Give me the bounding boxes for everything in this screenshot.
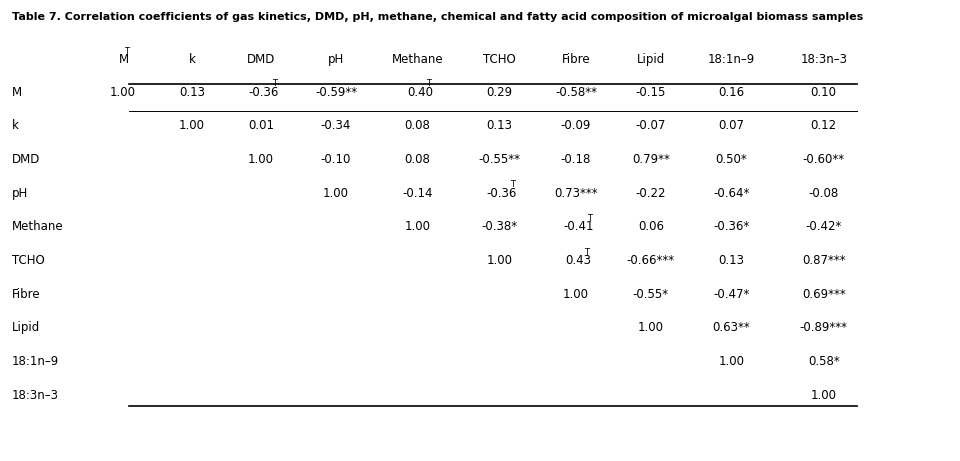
Text: -0.47*: -0.47* <box>713 288 750 301</box>
Text: -0.07: -0.07 <box>636 119 666 132</box>
Text: -0.89***: -0.89*** <box>800 321 848 334</box>
Text: pH: pH <box>12 187 28 200</box>
Text: -0.22: -0.22 <box>636 187 666 200</box>
Text: 18:3n–3: 18:3n–3 <box>801 53 847 66</box>
Text: -0.59**: -0.59** <box>315 86 357 99</box>
Text: 0.13: 0.13 <box>486 119 513 132</box>
Text: 0.63**: 0.63** <box>712 321 751 334</box>
Text: 1.00: 1.00 <box>248 153 275 166</box>
Text: 0.12: 0.12 <box>810 119 837 132</box>
Text: -0.34: -0.34 <box>321 119 351 132</box>
Text: 0.73***: 0.73*** <box>554 187 598 200</box>
Text: T: T <box>272 79 276 89</box>
Text: T: T <box>426 79 431 89</box>
Text: Methane: Methane <box>392 53 444 66</box>
Text: M: M <box>12 86 22 99</box>
Text: -0.10: -0.10 <box>321 153 351 166</box>
Text: -0.41: -0.41 <box>563 220 593 233</box>
Text: -0.14: -0.14 <box>402 187 433 200</box>
Text: -0.38*: -0.38* <box>481 220 517 233</box>
Text: 18:1n–9: 18:1n–9 <box>708 53 756 66</box>
Text: Fibre: Fibre <box>12 288 40 301</box>
Text: -0.60**: -0.60** <box>803 153 845 166</box>
Text: 1.00: 1.00 <box>810 389 837 402</box>
Text: 18:3n–3: 18:3n–3 <box>12 389 59 402</box>
Text: 0.40: 0.40 <box>407 86 433 99</box>
Text: 0.08: 0.08 <box>405 119 430 132</box>
Text: -0.64*: -0.64* <box>713 187 750 200</box>
Text: -0.66***: -0.66*** <box>627 254 675 267</box>
Text: k: k <box>12 119 18 132</box>
Text: TCHO: TCHO <box>12 254 44 267</box>
Text: Fibre: Fibre <box>562 53 590 66</box>
Text: T: T <box>587 214 591 223</box>
Text: 0.29: 0.29 <box>486 86 513 99</box>
Text: -0.55**: -0.55** <box>478 153 520 166</box>
Text: 0.01: 0.01 <box>248 119 275 132</box>
Text: -0.55*: -0.55* <box>633 288 669 301</box>
Text: -0.36*: -0.36* <box>713 220 750 233</box>
Text: -0.15: -0.15 <box>636 86 666 99</box>
Text: 1.00: 1.00 <box>179 119 205 132</box>
Text: Table 7. Correlation coefficients of gas kinetics, DMD, pH, methane, chemical an: Table 7. Correlation coefficients of gas… <box>12 12 863 22</box>
Text: 1.00: 1.00 <box>404 220 431 233</box>
Text: T: T <box>585 248 589 257</box>
Text: 0.06: 0.06 <box>637 220 664 233</box>
Text: M: M <box>119 53 130 66</box>
Text: T: T <box>510 180 515 189</box>
Text: -0.58**: -0.58** <box>555 86 597 99</box>
Text: Methane: Methane <box>12 220 63 233</box>
Text: -0.08: -0.08 <box>808 187 839 200</box>
Text: Lipid: Lipid <box>636 53 665 66</box>
Text: T: T <box>124 47 129 56</box>
Text: 0.13: 0.13 <box>718 254 745 267</box>
Text: 0.08: 0.08 <box>405 153 430 166</box>
Text: 1.00: 1.00 <box>109 86 136 99</box>
Text: 1.00: 1.00 <box>563 288 589 301</box>
Text: DMD: DMD <box>12 153 40 166</box>
Text: DMD: DMD <box>247 53 276 66</box>
Text: k: k <box>188 53 196 66</box>
Text: TCHO: TCHO <box>483 53 516 66</box>
Text: -0.36: -0.36 <box>248 86 278 99</box>
Text: 0.58*: 0.58* <box>807 355 840 368</box>
Text: 1.00: 1.00 <box>718 355 745 368</box>
Text: 0.13: 0.13 <box>179 86 205 99</box>
Text: -0.09: -0.09 <box>561 119 591 132</box>
Text: 0.43: 0.43 <box>565 254 591 267</box>
Text: -0.42*: -0.42* <box>805 220 842 233</box>
Text: Lipid: Lipid <box>12 321 39 334</box>
Text: 0.50*: 0.50* <box>715 153 748 166</box>
Text: pH: pH <box>328 53 344 66</box>
Text: 18:1n–9: 18:1n–9 <box>12 355 59 368</box>
Text: 0.69***: 0.69*** <box>802 288 846 301</box>
Text: 1.00: 1.00 <box>486 254 513 267</box>
Text: 0.10: 0.10 <box>810 86 837 99</box>
Text: 1.00: 1.00 <box>323 187 349 200</box>
Text: -0.36: -0.36 <box>486 187 516 200</box>
Text: 0.07: 0.07 <box>718 119 745 132</box>
Text: 1.00: 1.00 <box>637 321 664 334</box>
Text: 0.16: 0.16 <box>718 86 745 99</box>
Text: 0.87***: 0.87*** <box>802 254 846 267</box>
Text: -0.18: -0.18 <box>561 153 591 166</box>
Text: 0.79**: 0.79** <box>632 153 670 166</box>
